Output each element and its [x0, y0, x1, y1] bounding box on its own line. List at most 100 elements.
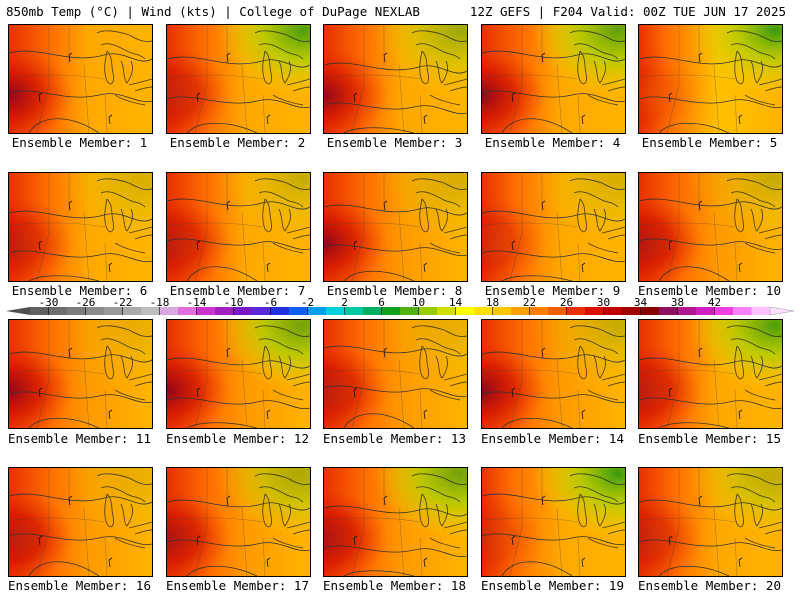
colorbar-swatch [326, 307, 345, 315]
colorbar-swatch [48, 307, 68, 315]
chart-header-left: 850mb Temp (°C) | Wind (kts) | College o… [6, 4, 420, 19]
ensemble-member-map [8, 172, 153, 282]
colorbar-swatch [492, 307, 512, 315]
ensemble-member-label: Ensemble Member: 12 [166, 431, 309, 446]
colorbar-swatch [159, 307, 179, 315]
colorbar-tick-label: 34 [634, 297, 648, 309]
ensemble-member-map [638, 319, 783, 429]
colorbar-swatch [751, 307, 771, 315]
ensemble-member-map [481, 24, 626, 134]
ensemble-member-map [323, 24, 468, 134]
ensemble-member-label: Ensemble Member: 4 [484, 135, 621, 150]
colorbar-swatch [381, 307, 401, 315]
colorbar-tick-label: 38 [671, 297, 684, 309]
colorbar-tick-label: -30 [39, 297, 59, 309]
ensemble-member-label: Ensemble Member: 13 [323, 431, 466, 446]
colorbar-swatch [289, 307, 308, 315]
colorbar-tick-label: -26 [76, 297, 96, 309]
colorbar-swatch [548, 307, 567, 315]
colorbar-swatch [85, 307, 105, 315]
colorbar-tick-label: -14 [187, 297, 207, 309]
ensemble-member-label: Ensemble Member: 5 [641, 135, 778, 150]
colorbar-swatch [141, 307, 160, 315]
temperature-colorbar: -30 -26 -22 -18 -14 -10 -6 -2 2 6 10 14 18 22 26 30 34 38… [6, 297, 794, 316]
colorbar-swatch [215, 307, 234, 315]
chart-header-right: 12Z GEFS | F204 Valid: 00Z TUE JUN 17 20… [469, 4, 786, 19]
ensemble-member-map [8, 24, 153, 134]
colorbar-tick-label: 6 [378, 297, 385, 309]
colorbar-tick-label: 22 [523, 297, 536, 309]
colorbar-tick-label: 10 [412, 297, 425, 309]
colorbar-swatch [67, 307, 86, 315]
colorbar-swatch [714, 307, 734, 315]
colorbar-tick-label: 14 [449, 297, 463, 309]
ensemble-member-map [323, 172, 468, 282]
ensemble-member-map [638, 24, 783, 134]
colorbar-swatch [122, 307, 142, 315]
colorbar-swatch [252, 307, 271, 315]
colorbar-tick-label: 2 [341, 297, 348, 309]
colorbar-tick-label: -2 [301, 297, 314, 309]
colorbar-swatch [733, 307, 752, 315]
colorbar-tick-label: -6 [264, 297, 277, 309]
ensemble-member-label: Ensemble Member: 11 [8, 431, 151, 446]
colorbar-tick-label: 42 [708, 297, 721, 309]
colorbar-swatch [696, 307, 715, 315]
colorbar-swatch [270, 307, 290, 315]
ensemble-member-map [166, 319, 311, 429]
colorbar-swatch [622, 307, 641, 315]
colorbar-tick-label: -10 [224, 297, 244, 309]
ensemble-member-label: Ensemble Member: 17 [166, 578, 309, 593]
colorbar-right-arrow [769, 306, 794, 316]
colorbar-swatch [455, 307, 475, 315]
colorbar-swatch [30, 307, 49, 315]
colorbar-swatch [566, 307, 586, 315]
ensemble-member-label: Ensemble Member: 18 [323, 578, 466, 593]
ensemble-member-map [323, 319, 468, 429]
colorbar-tick-label: -18 [150, 297, 170, 309]
colorbar-tick-label: 26 [560, 297, 573, 309]
colorbar-swatch [585, 307, 604, 315]
ensemble-member-label: Ensemble Member: 2 [169, 135, 306, 150]
ensemble-member-label: Ensemble Member: 10 [638, 283, 781, 298]
ensemble-member-map [166, 24, 311, 134]
ensemble-member-map [166, 467, 311, 577]
ensemble-member-label: Ensemble Member: 15 [638, 431, 781, 446]
colorbar-swatch [529, 307, 549, 315]
ensemble-member-label: Ensemble Member: 9 [484, 283, 621, 298]
colorbar-swatch [307, 307, 327, 315]
colorbar-tick-label: 30 [597, 297, 610, 309]
ensemble-member-label: Ensemble Member: 6 [11, 283, 148, 298]
colorbar-swatch [104, 307, 123, 315]
colorbar-swatch [659, 307, 678, 315]
colorbar-swatch [511, 307, 530, 315]
colorbar-swatch [400, 307, 419, 315]
ensemble-member-map [481, 172, 626, 282]
ensemble-member-map [638, 467, 783, 577]
colorbar-swatch [418, 307, 438, 315]
ensemble-member-map [481, 319, 626, 429]
ensemble-member-label: Ensemble Member: 3 [326, 135, 463, 150]
ensemble-member-label: Ensemble Member: 16 [8, 578, 151, 593]
ensemble-member-label: Ensemble Member: 19 [481, 578, 624, 593]
ensemble-member-label: Ensemble Member: 8 [326, 283, 463, 298]
ensemble-member-label: Ensemble Member: 14 [481, 431, 624, 446]
colorbar-swatch [363, 307, 382, 315]
ensemble-member-map [166, 172, 311, 282]
colorbar-swatch [474, 307, 493, 315]
ensemble-member-map [8, 319, 153, 429]
colorbar-swatch [677, 307, 697, 315]
ensemble-member-map [481, 467, 626, 577]
ensemble-member-map [8, 467, 153, 577]
colorbar-swatch [640, 307, 660, 315]
ensemble-member-map [638, 172, 783, 282]
colorbar-swatch [178, 307, 197, 315]
colorbar-left-arrow [6, 307, 30, 315]
colorbar-tick-label: 18 [486, 297, 499, 309]
ensemble-member-map [323, 467, 468, 577]
colorbar-swatch [196, 307, 216, 315]
colorbar-swatch [437, 307, 456, 315]
ensemble-member-label: Ensemble Member: 7 [169, 283, 306, 298]
colorbar-swatch [603, 307, 623, 315]
colorbar-swatch [233, 307, 253, 315]
